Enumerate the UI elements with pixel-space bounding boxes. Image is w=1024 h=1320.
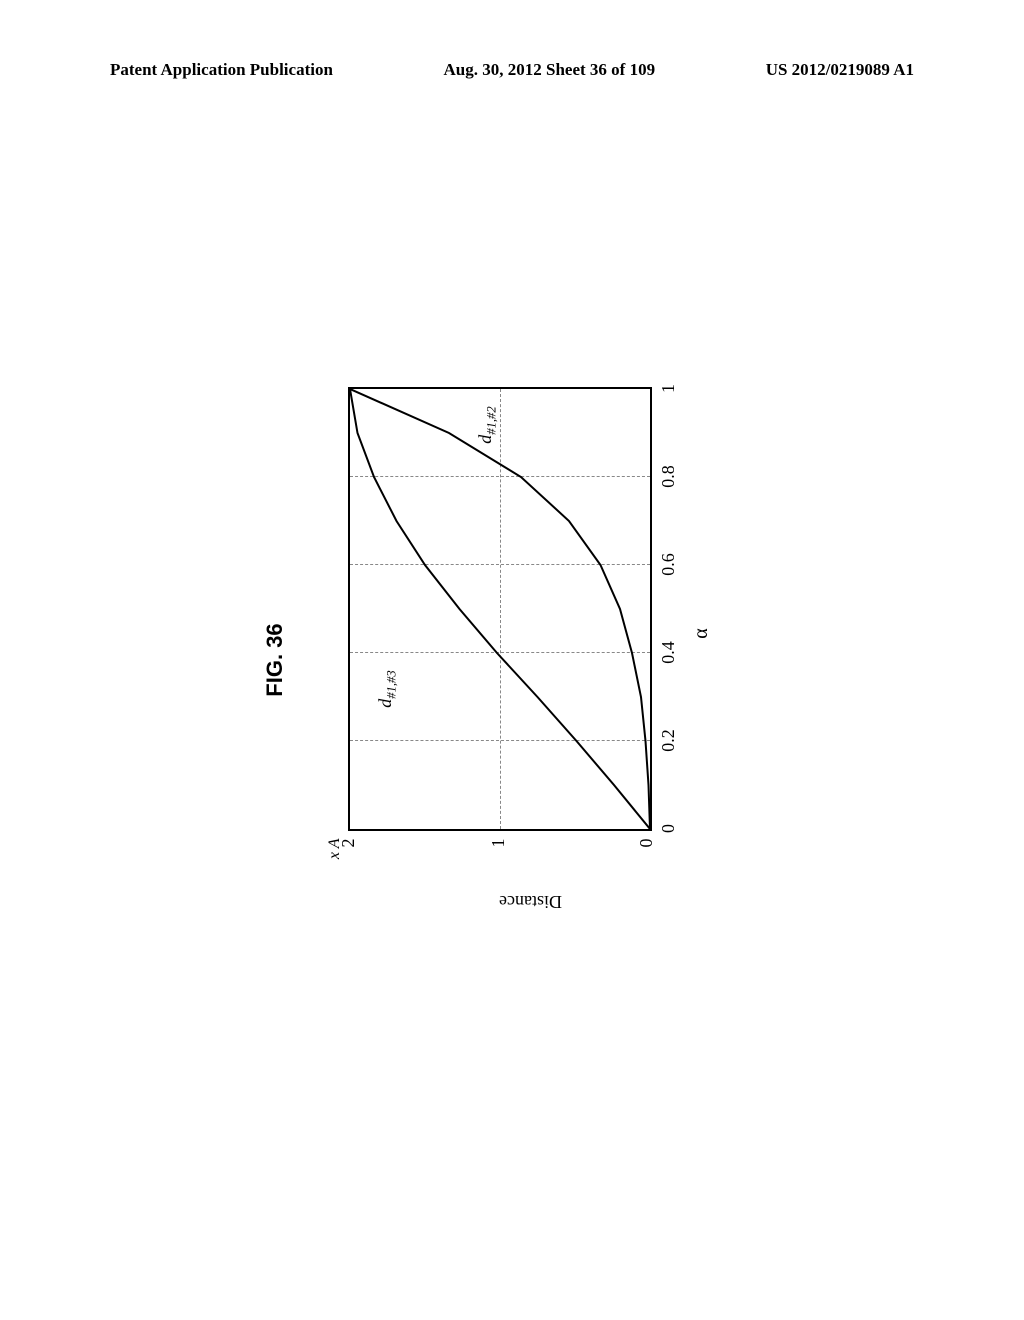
y-axis-label: Distance	[499, 892, 562, 913]
chart-wrapper: Distance x A 2 1 0	[348, 310, 713, 1010]
y-ticks: x A 2 1 0	[348, 831, 648, 881]
chart-area: x A 2 1 0 d#	[348, 387, 713, 881]
header-left: Patent Application Publication	[110, 60, 333, 80]
figure-title: FIG. 36	[262, 310, 288, 1010]
series-label-2: d#1,#2	[475, 406, 500, 443]
ytick-1: 1	[488, 839, 509, 848]
header-right: US 2012/0219089 A1	[766, 60, 914, 80]
ytick-0: 0	[636, 839, 657, 848]
figure-container: FIG. 36 Distance x A 2 1 0	[262, 310, 762, 1010]
header-center: Aug. 30, 2012 Sheet 36 of 109	[444, 60, 656, 80]
ytick-2: 2	[338, 839, 359, 848]
xtick-0: 0	[658, 824, 679, 833]
plot-row: x A 2 1 0 d#	[348, 387, 652, 881]
xtick-1: 0.2	[658, 729, 679, 752]
series-label-1: d#1,#3	[375, 670, 400, 707]
x-axis-label: α	[690, 628, 713, 638]
page-header: Patent Application Publication Aug. 30, …	[0, 60, 1024, 80]
xtick-3: 0.6	[658, 553, 679, 576]
xtick-5: 1	[658, 384, 679, 393]
xtick-2: 0.4	[658, 641, 679, 664]
chart-plot: d#1,#3 d#1,#2	[348, 387, 652, 831]
xtick-4: 0.8	[658, 465, 679, 488]
chart-svg	[350, 389, 650, 829]
